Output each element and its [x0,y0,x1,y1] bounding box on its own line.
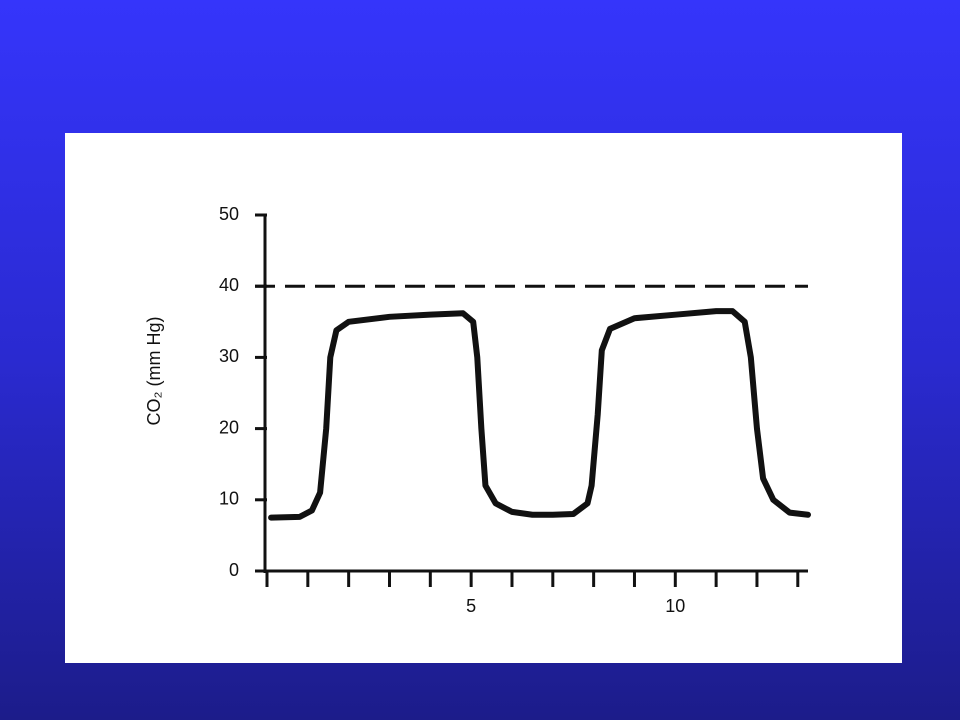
chart-panel: CO₂ (mm Hg) 0 10 20 30 40 50 5 10 [65,133,902,663]
y-axis-label: CO₂ (mm Hg) [144,317,164,426]
y-tick-label: 30 [219,346,239,366]
y-tick-label: 10 [219,489,239,509]
y-tick-label: 20 [219,417,239,437]
x-tick-label: 5 [466,596,476,616]
y-tick-label: 0 [229,560,239,580]
chart: CO₂ (mm Hg) 0 10 20 30 40 50 5 10 [144,204,811,616]
y-tick-label: 50 [219,204,239,224]
x-tick-label: 10 [665,596,685,616]
y-tick-label: 40 [219,275,239,295]
co2-trace [268,308,811,521]
